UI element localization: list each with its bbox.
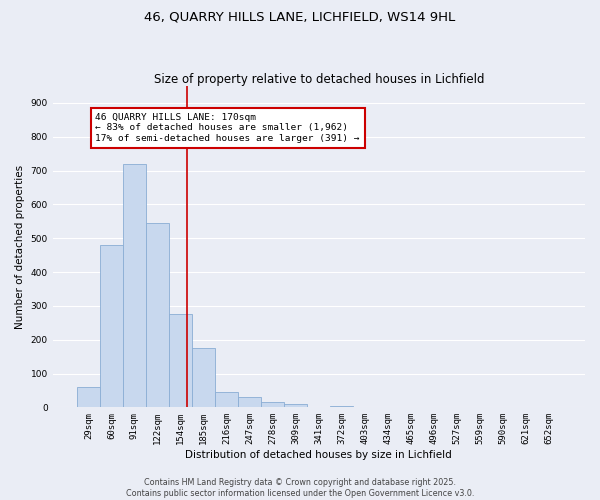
Text: 46, QUARRY HILLS LANE, LICHFIELD, WS14 9HL: 46, QUARRY HILLS LANE, LICHFIELD, WS14 9… <box>145 10 455 23</box>
Bar <box>238 397 261 407</box>
Bar <box>261 402 284 407</box>
Bar <box>169 314 192 408</box>
Bar <box>331 406 353 407</box>
Bar <box>192 348 215 408</box>
Text: 46 QUARRY HILLS LANE: 170sqm
← 83% of detached houses are smaller (1,962)
17% of: 46 QUARRY HILLS LANE: 170sqm ← 83% of de… <box>95 113 360 143</box>
Bar <box>146 223 169 408</box>
Title: Size of property relative to detached houses in Lichfield: Size of property relative to detached ho… <box>154 73 484 86</box>
Bar <box>123 164 146 408</box>
Bar <box>77 387 100 407</box>
Bar <box>215 392 238 407</box>
Bar <box>100 245 123 408</box>
Bar <box>284 404 307 407</box>
Text: Contains HM Land Registry data © Crown copyright and database right 2025.
Contai: Contains HM Land Registry data © Crown c… <box>126 478 474 498</box>
X-axis label: Distribution of detached houses by size in Lichfield: Distribution of detached houses by size … <box>185 450 452 460</box>
Y-axis label: Number of detached properties: Number of detached properties <box>15 164 25 328</box>
